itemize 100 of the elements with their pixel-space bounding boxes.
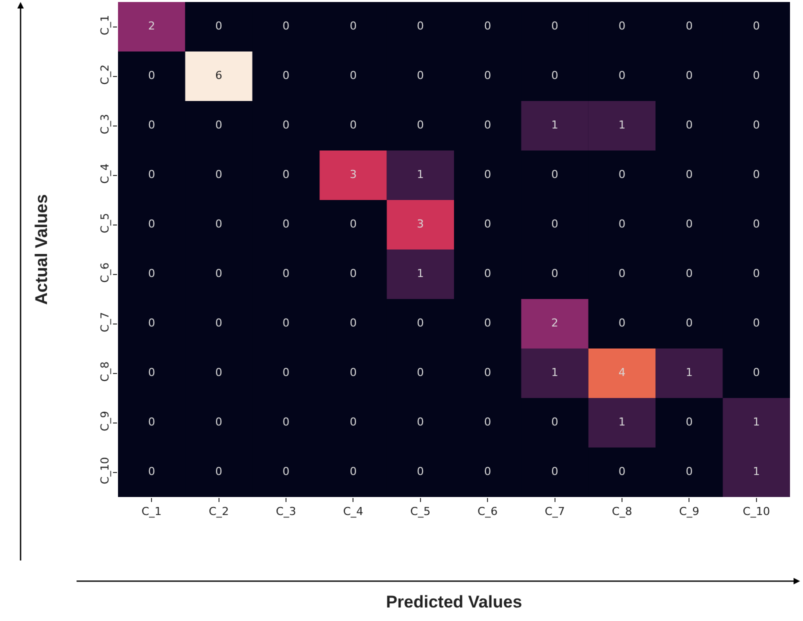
data-label: 0 [551, 416, 558, 428]
data-label: 0 [148, 69, 156, 82]
x-tick-label: C_1 [142, 505, 162, 518]
x-tick-label: C_5 [410, 505, 430, 518]
data-label: 0 [551, 218, 558, 230]
y-tick-label: C_5 [98, 213, 112, 234]
data-label: 0 [484, 366, 492, 379]
data-label: 0 [484, 20, 492, 32]
data-label: 0 [350, 118, 357, 132]
data-label: 0 [686, 168, 693, 181]
data-label: 0 [282, 366, 290, 379]
data-label: 0 [618, 316, 626, 330]
y-tick-label: C_1 [98, 15, 112, 36]
data-label: 0 [215, 465, 222, 478]
data-label: 0 [551, 20, 558, 32]
data-label: 0 [350, 465, 357, 478]
data-label: 0 [350, 366, 357, 379]
x-axis-title: Predicted Values [386, 592, 522, 612]
data-label: 0 [551, 168, 558, 181]
y-axis-title: Actual Values [32, 194, 52, 305]
data-label: 0 [282, 20, 290, 32]
data-label: 0 [484, 168, 492, 181]
data-label: 0 [484, 118, 492, 132]
x-tick-label: C_4 [343, 505, 364, 518]
data-label: 3 [350, 168, 357, 181]
data-label: 0 [618, 20, 626, 32]
data-label: 0 [484, 69, 492, 82]
data-label: 0 [215, 20, 222, 32]
data-label: 0 [416, 20, 424, 32]
data-label: 0 [148, 267, 156, 280]
data-label: 0 [686, 316, 693, 330]
data-label: 0 [282, 465, 290, 478]
data-label: 0 [686, 416, 693, 428]
data-label: 0 [686, 20, 693, 32]
data-label: 0 [484, 218, 492, 230]
y-tick-label: C_9 [98, 411, 112, 432]
data-label: 0 [148, 316, 156, 330]
y-tick-label: C_8 [98, 362, 112, 382]
data-label: 0 [416, 366, 424, 379]
data-label: 0 [350, 20, 357, 32]
data-label: 0 [215, 118, 222, 132]
data-label: 2 [551, 316, 558, 330]
data-label: 0 [416, 118, 424, 132]
data-label: 0 [215, 168, 222, 181]
data-label: 0 [686, 118, 693, 132]
data-label: 0 [215, 316, 222, 330]
data-label: 1 [618, 416, 626, 428]
data-label: 0 [215, 366, 222, 379]
data-label: 0 [416, 416, 424, 428]
data-label: 0 [148, 118, 156, 132]
x-tick-label: C_6 [478, 505, 498, 518]
x-tick-label: C_7 [544, 505, 565, 518]
x-tick-label: C_2 [208, 505, 229, 518]
x-tick-label: C_9 [679, 505, 700, 518]
data-label: 0 [752, 69, 760, 82]
data-label: 1 [752, 416, 760, 428]
data-label: 0 [148, 416, 156, 428]
data-label: 0 [618, 465, 626, 478]
data-label: 0 [551, 69, 558, 82]
data-label: 0 [282, 267, 290, 280]
x-tick-label: C_10 [742, 505, 770, 518]
data-label: 1 [752, 465, 760, 478]
y-tick-label: C_7 [98, 312, 112, 332]
data-label: 6 [215, 69, 222, 82]
data-label: 0 [416, 69, 424, 82]
data-label: 0 [416, 316, 424, 330]
x-tick-label: C_8 [612, 505, 632, 518]
x-tick-label: C_3 [276, 505, 296, 518]
data-label: 1 [551, 366, 558, 379]
data-label: 0 [752, 20, 760, 32]
data-label: 0 [350, 267, 357, 280]
data-label: 0 [484, 465, 492, 478]
data-label: 0 [752, 118, 760, 132]
data-label: 0 [416, 465, 424, 478]
data-label: 0 [752, 218, 760, 230]
data-label: 0 [484, 267, 492, 280]
data-label: 0 [350, 218, 357, 230]
data-label: 0 [551, 465, 558, 478]
data-label: 0 [148, 218, 156, 230]
data-label: 0 [215, 416, 222, 428]
data-label: 0 [618, 69, 626, 82]
data-label: 0 [148, 465, 156, 478]
data-label: 0 [752, 316, 760, 330]
data-label: 0 [752, 168, 760, 181]
data-label: 0 [282, 316, 290, 330]
data-label: 0 [282, 118, 290, 132]
data-label: 0 [484, 316, 492, 330]
data-label: 0 [686, 69, 693, 82]
y-tick-label: C_6 [98, 262, 112, 283]
data-label: 0 [618, 218, 626, 230]
data-label: 0 [686, 218, 693, 230]
data-label: 0 [282, 218, 290, 230]
data-label: 0 [752, 267, 760, 280]
data-label: 1 [686, 366, 693, 379]
data-label: 0 [215, 218, 222, 230]
data-label: 0 [148, 366, 156, 379]
data-label: 0 [484, 416, 492, 428]
data-label: 0 [686, 465, 693, 478]
data-label: 0 [752, 366, 760, 379]
data-label: 1 [551, 118, 558, 132]
